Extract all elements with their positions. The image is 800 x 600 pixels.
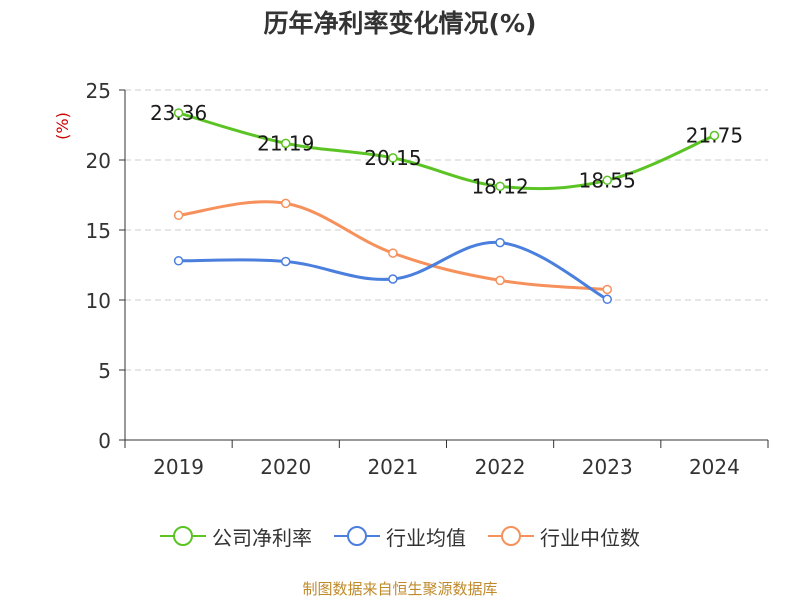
legend-label: 行业均值 — [386, 525, 466, 550]
axes: 0 5 10 15 20 25 2019 2020 2021 2022 2023 2024 — [86, 79, 769, 479]
y-tick-label: 20 — [86, 149, 111, 173]
data-label: 18.55 — [579, 168, 636, 192]
y-tick-label: 0 — [98, 429, 111, 453]
data-point — [602, 284, 612, 295]
legend: 公司净利率 行业均值 行业中位数 — [0, 518, 800, 554]
y-tick-label: 25 — [86, 79, 111, 103]
data-point — [602, 294, 612, 305]
chart-title: 历年净利率变化情况(%) — [263, 9, 537, 38]
data-point — [173, 256, 184, 266]
data-point — [281, 256, 291, 267]
legend-swatch-icon — [160, 526, 206, 546]
grid-lines — [125, 89, 768, 371]
data-point — [388, 153, 398, 163]
legend-item[interactable]: 行业中位数 — [488, 522, 640, 551]
data-point — [495, 237, 505, 248]
x-tick-label: 2021 — [367, 455, 418, 479]
data-point — [281, 138, 291, 149]
data-point — [602, 175, 612, 186]
y-axis-label: (%) — [53, 112, 72, 140]
y-tick-label: 5 — [98, 359, 111, 383]
data-label: 21.75 — [686, 124, 743, 148]
data-point — [388, 274, 398, 284]
data-point — [173, 210, 184, 221]
data-point — [281, 198, 291, 209]
data-labels: 23.36 21.19 20.15 18.12 18.55 21.75 — [150, 101, 743, 198]
y-tick-label: 15 — [86, 219, 111, 243]
x-tick-label: 2024 — [689, 455, 740, 479]
legend-swatch-icon — [334, 526, 380, 546]
data-point — [388, 248, 398, 258]
legend-swatch-icon — [488, 526, 534, 546]
x-tick-label: 2022 — [475, 455, 526, 479]
data-point — [495, 275, 505, 286]
x-tick-label: 2020 — [260, 455, 311, 479]
data-point — [495, 181, 505, 192]
series-lines — [173, 108, 720, 305]
legend-label: 行业中位数 — [540, 525, 640, 550]
legend-item[interactable]: 公司净利率 — [160, 522, 312, 551]
data-point — [709, 130, 720, 141]
data-label: 18.12 — [471, 174, 528, 198]
data-label: 23.36 — [150, 101, 207, 125]
x-tick-label: 2023 — [582, 455, 633, 479]
y-tick-label: 10 — [86, 289, 111, 313]
legend-label: 公司净利率 — [212, 525, 312, 550]
data-label: 21.19 — [257, 131, 314, 155]
x-tick-label: 2019 — [153, 455, 204, 479]
data-point — [173, 108, 184, 118]
legend-item[interactable]: 行业均值 — [334, 522, 466, 551]
data-label: 20.15 — [364, 146, 421, 170]
series-line — [178, 111, 715, 191]
source-note: 制图数据来自恒生聚源数据库 — [302, 580, 498, 598]
